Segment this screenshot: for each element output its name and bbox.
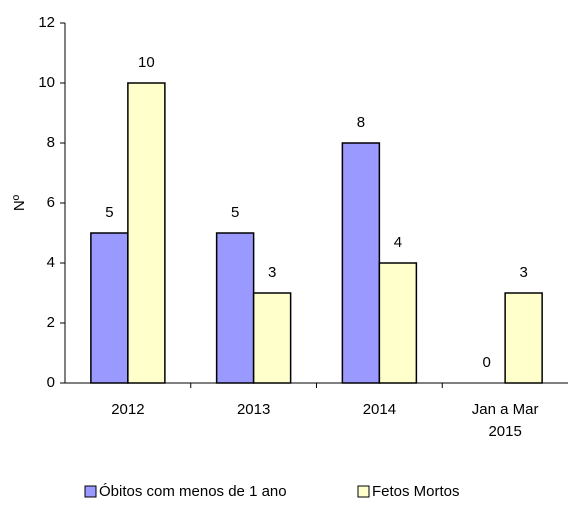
x-tick-label: 2014	[362, 401, 397, 418]
legend-label: Óbitos com menos de 1 ano	[99, 483, 287, 500]
legend-swatch	[84, 485, 97, 498]
data-label: 10	[138, 54, 155, 71]
y-axis-label: Nº	[11, 194, 28, 211]
y-tick-label: 8	[47, 134, 55, 151]
bar	[341, 142, 381, 384]
legend-label: Fetos Mortos	[372, 483, 460, 500]
bar	[252, 292, 292, 384]
data-label: 0	[482, 354, 490, 371]
x-tick-label: Jan a Mar 2015	[471, 401, 539, 440]
y-tick-label: 12	[38, 14, 55, 31]
data-label: 8	[357, 114, 365, 131]
legend-swatch	[357, 485, 370, 498]
bar	[504, 292, 543, 384]
y-tick-label: 2	[47, 314, 55, 331]
data-label: 5	[231, 204, 239, 221]
y-tick-label: 10	[38, 74, 55, 91]
data-label: 5	[105, 204, 113, 221]
data-label: 3	[519, 264, 527, 281]
x-tick-label: 2013	[236, 401, 271, 418]
bar	[215, 232, 255, 384]
y-tick-label: 6	[47, 194, 55, 211]
y-tick-label: 4	[47, 254, 55, 271]
bar	[378, 262, 418, 384]
bar	[127, 82, 166, 384]
y-tick-label: 0	[47, 374, 55, 391]
bar	[90, 232, 129, 384]
data-label: 3	[268, 264, 276, 281]
x-tick-label: 2012	[111, 401, 145, 418]
data-label: 4	[394, 234, 402, 251]
